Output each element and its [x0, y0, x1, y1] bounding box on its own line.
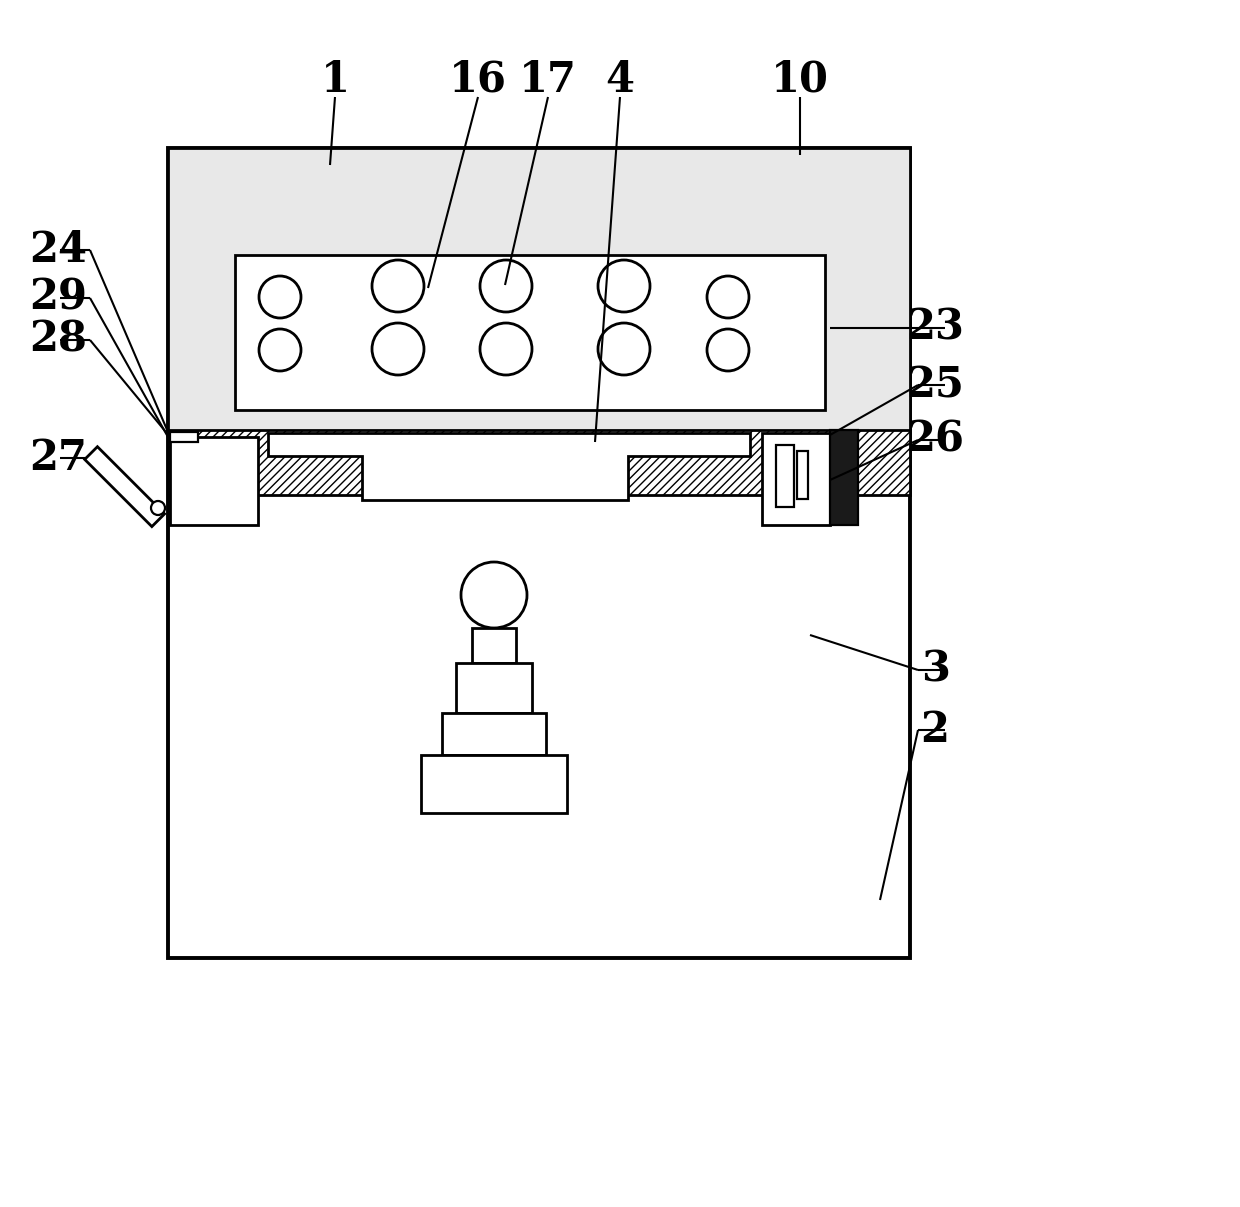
Text: 25: 25 — [906, 365, 963, 406]
Bar — [167, 148, 910, 958]
Circle shape — [598, 260, 650, 311]
Bar — [236, 255, 825, 410]
Circle shape — [461, 562, 527, 628]
Bar — [167, 430, 910, 495]
Bar — [797, 451, 808, 498]
Text: 3: 3 — [920, 649, 950, 690]
Text: 17: 17 — [520, 59, 577, 101]
Bar — [422, 756, 567, 814]
Circle shape — [707, 276, 749, 317]
Circle shape — [372, 260, 424, 311]
Text: 26: 26 — [906, 419, 963, 461]
Text: 28: 28 — [29, 319, 87, 361]
Text: 10: 10 — [771, 59, 830, 101]
Bar — [763, 433, 830, 525]
Bar — [167, 148, 910, 433]
Text: 24: 24 — [29, 229, 87, 272]
Circle shape — [151, 501, 165, 515]
Circle shape — [707, 330, 749, 371]
Circle shape — [598, 323, 650, 375]
Polygon shape — [84, 447, 165, 526]
Bar — [456, 663, 532, 713]
Text: 23: 23 — [906, 307, 963, 349]
Circle shape — [259, 276, 301, 317]
Text: 2: 2 — [920, 709, 950, 751]
Bar — [830, 430, 858, 525]
Bar — [170, 432, 198, 442]
Bar — [170, 437, 258, 525]
Text: 29: 29 — [29, 276, 87, 319]
Bar — [441, 713, 546, 756]
Circle shape — [480, 260, 532, 311]
Circle shape — [480, 323, 532, 375]
Text: 4: 4 — [605, 59, 635, 101]
Text: 16: 16 — [449, 59, 507, 101]
Text: 27: 27 — [29, 437, 87, 479]
Polygon shape — [268, 433, 750, 500]
Bar — [776, 445, 794, 507]
Text: 1: 1 — [320, 59, 350, 101]
Circle shape — [372, 323, 424, 375]
Bar — [472, 628, 516, 663]
Circle shape — [259, 330, 301, 371]
